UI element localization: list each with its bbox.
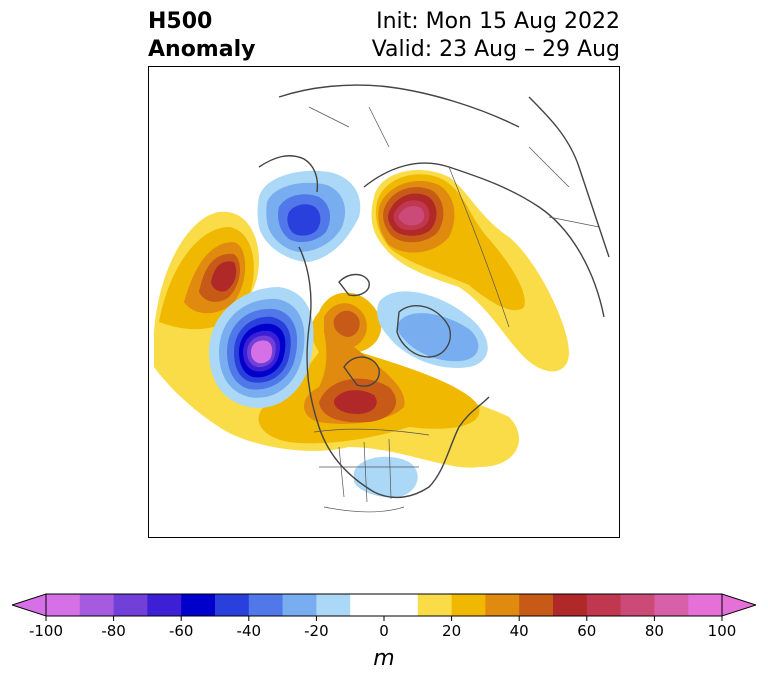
colorbar-tick-label: 0 bbox=[379, 622, 389, 640]
anomaly-positive-siberia-80 bbox=[398, 206, 425, 226]
map-panel bbox=[148, 66, 620, 538]
coastline-asia-north bbox=[278, 84, 520, 128]
colorbar-segment bbox=[46, 594, 81, 616]
colorbar-segment bbox=[181, 594, 216, 616]
anomaly-negative-pacific-100 bbox=[251, 340, 273, 364]
anomaly-positive-50 bbox=[211, 261, 237, 292]
colorbar-segment bbox=[215, 594, 250, 616]
border-asia-2 bbox=[548, 216, 600, 228]
colorbar-segment bbox=[620, 594, 655, 616]
colorbar-segment bbox=[654, 594, 689, 616]
anomaly-negative-us-10 bbox=[354, 456, 418, 498]
colorbar-segments bbox=[46, 594, 723, 616]
coastline-greenland bbox=[396, 304, 451, 358]
colorbar-tick-label: -20 bbox=[304, 622, 329, 640]
colorbar-tick-label: 40 bbox=[510, 622, 529, 640]
colorbar-segment bbox=[553, 594, 588, 616]
chart-title-variable: H500 Anomaly bbox=[148, 8, 255, 64]
colorbar-tick-label: 20 bbox=[442, 622, 461, 640]
border-us-mexico bbox=[323, 506, 405, 513]
anomaly-positive-canada-40 bbox=[333, 310, 360, 337]
title-line-1: H500 bbox=[148, 9, 213, 34]
valid-range: Valid: 23 Aug – 29 Aug bbox=[371, 37, 620, 62]
border-states-2 bbox=[363, 441, 368, 503]
init-date: Init: Mon 15 Aug 2022 bbox=[376, 9, 620, 34]
colorbar-tick-label: -80 bbox=[101, 622, 126, 640]
colorbar-tick-label: 100 bbox=[708, 622, 737, 640]
border-us-canada bbox=[313, 428, 430, 436]
political-borders bbox=[308, 106, 600, 513]
colorbar-unit-label: m bbox=[373, 646, 395, 671]
border-europe-1 bbox=[308, 106, 350, 128]
colorbar-segment bbox=[688, 594, 723, 616]
anomaly-positive-canada-60 bbox=[333, 390, 377, 414]
colorbar-segment bbox=[113, 594, 148, 616]
coastline-arctic-islands bbox=[338, 273, 370, 297]
colorbar-ticks: -100 -80 -60 -40 -20 0 20 40 60 80 100 bbox=[29, 616, 736, 640]
coastline-east-asia bbox=[528, 96, 610, 258]
coastline-alaska bbox=[258, 155, 319, 193]
colorbar-segment bbox=[485, 594, 520, 616]
colorbar-segment bbox=[384, 594, 419, 616]
colorbar-tick-label: 80 bbox=[645, 622, 664, 640]
colorbar-extend-under bbox=[12, 593, 47, 617]
coastlines bbox=[258, 84, 610, 499]
coastline-north-america bbox=[298, 246, 490, 499]
colorbar-segment bbox=[586, 594, 622, 616]
coastline-hudson-bay bbox=[343, 356, 380, 387]
colorbar-segment bbox=[316, 594, 351, 616]
colorbar-tick-label: 60 bbox=[577, 622, 596, 640]
colorbar-segment bbox=[451, 594, 486, 616]
colorbar-segment bbox=[79, 594, 115, 616]
colorbar-segment bbox=[147, 594, 182, 616]
colorbar-segment bbox=[282, 594, 317, 616]
colorbar-tick-label: -40 bbox=[237, 622, 262, 640]
border-states-3 bbox=[388, 438, 392, 500]
coastline-eurasia bbox=[363, 162, 605, 318]
colorbar-segment bbox=[519, 594, 554, 616]
title-line-2: Anomaly bbox=[148, 37, 256, 62]
colorbar-extend-over bbox=[721, 593, 756, 617]
colorbar-segment bbox=[417, 594, 453, 616]
colorbar: -100 -80 -60 -40 -20 0 20 40 60 80 100 bbox=[12, 593, 756, 640]
anomaly-map bbox=[154, 84, 610, 513]
anomaly-negative-alaska-40 bbox=[287, 204, 321, 236]
border-europe-2 bbox=[368, 106, 390, 148]
colorbar-tick-label: -60 bbox=[169, 622, 194, 640]
colorbar-segment bbox=[248, 594, 284, 616]
border-states-1 bbox=[338, 446, 345, 498]
anomaly-negative-arctic-20 bbox=[397, 313, 479, 362]
colorbar-tick-label: -100 bbox=[29, 622, 63, 640]
border-russia-interior bbox=[448, 166, 510, 328]
chart-title-dates: Init: Mon 15 Aug 2022 Valid: 23 Aug – 29… bbox=[372, 8, 620, 64]
border-asia-1 bbox=[528, 146, 570, 188]
anomaly-fill bbox=[154, 169, 569, 498]
colorbar-segment bbox=[350, 594, 385, 616]
